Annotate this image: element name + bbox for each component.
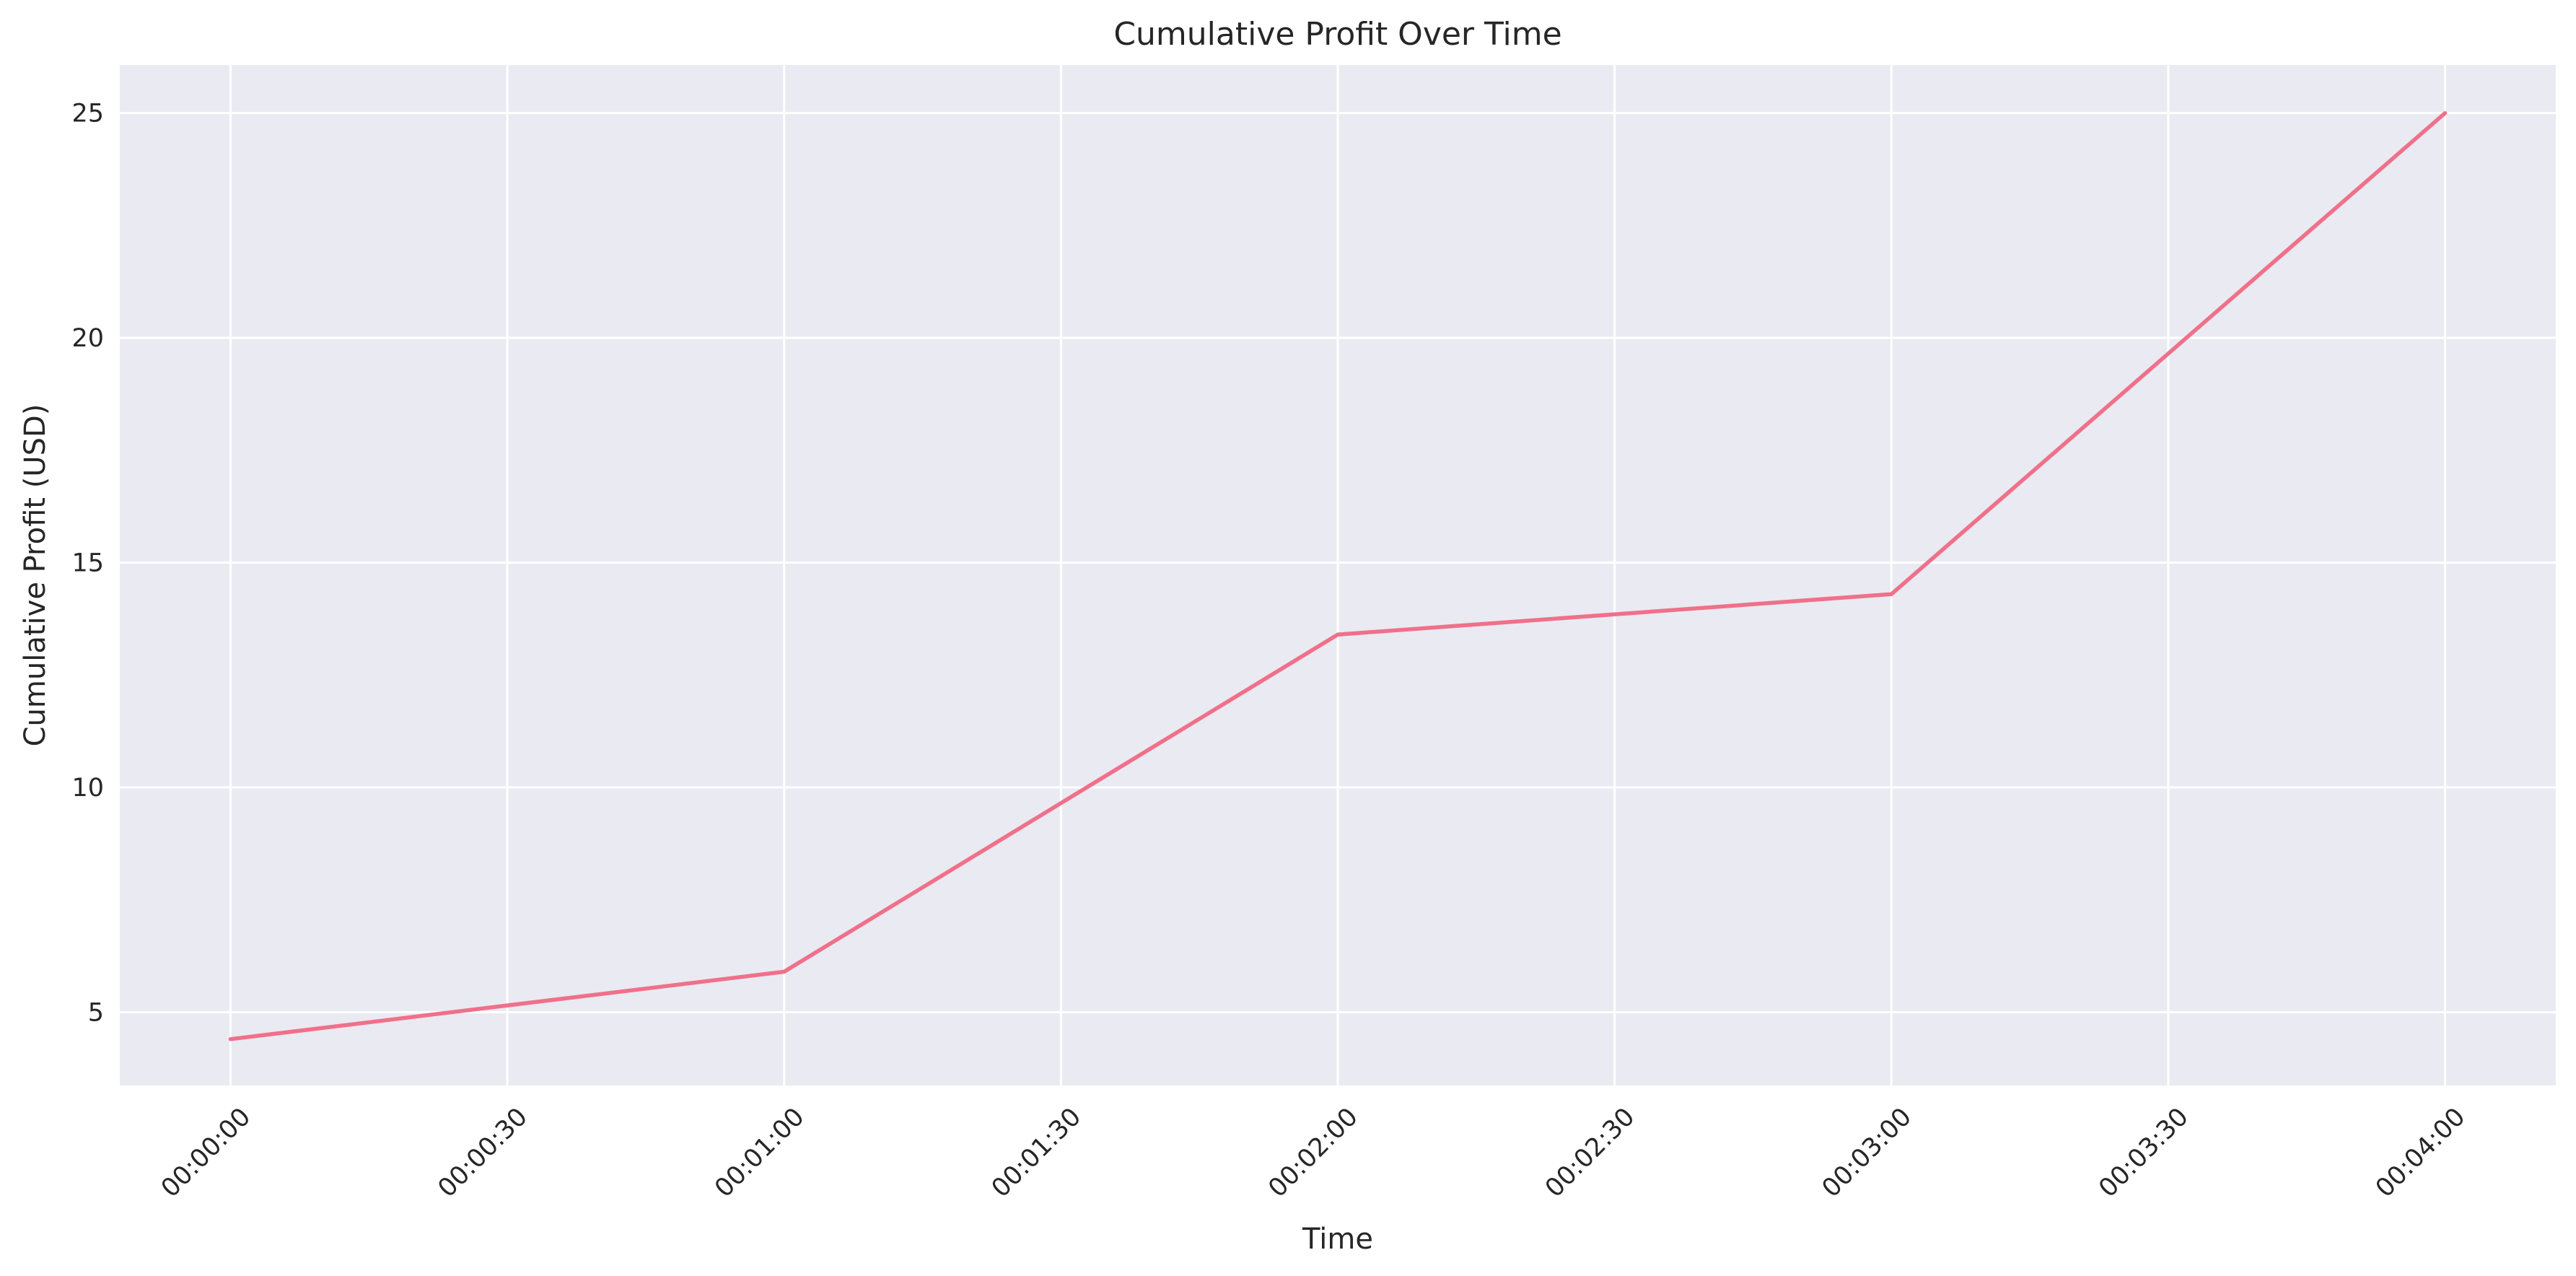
y-axis-label: Cumulative Profit (USD) <box>19 404 52 747</box>
x-tick-label: 00:03:30 <box>2093 1103 2194 1203</box>
y-axis-tick-labels: 5 10 15 20 25 <box>71 100 104 1028</box>
chart-title: Cumulative Profit Over Time <box>1113 16 1561 53</box>
y-tick-label: 10 <box>71 774 104 803</box>
y-tick-label: 25 <box>71 100 104 128</box>
x-tick-label: 00:04:00 <box>2370 1103 2471 1203</box>
x-tick-label: 00:00:00 <box>156 1103 256 1203</box>
horizontal-gridlines <box>120 112 2556 1013</box>
x-tick-label: 00:00:30 <box>433 1103 533 1203</box>
x-tick-label: 00:03:00 <box>1817 1103 1917 1203</box>
y-tick-label: 15 <box>71 549 104 578</box>
x-tick-label: 00:02:00 <box>1263 1103 1363 1203</box>
x-tick-label: 00:02:30 <box>1540 1103 1640 1203</box>
x-tick-label: 00:01:30 <box>986 1103 1087 1203</box>
vertical-gridlines <box>229 65 2447 1085</box>
series-line <box>228 110 2448 1041</box>
x-tick-label: 00:01:00 <box>709 1103 810 1203</box>
y-tick-label: 20 <box>71 324 104 353</box>
x-axis-label: Time <box>1302 1223 1373 1256</box>
y-tick-label: 5 <box>88 998 104 1027</box>
x-axis-tick-labels: 00:00:00 00:00:30 00:01:00 00:01:30 00:02:00… <box>156 1103 2471 1203</box>
